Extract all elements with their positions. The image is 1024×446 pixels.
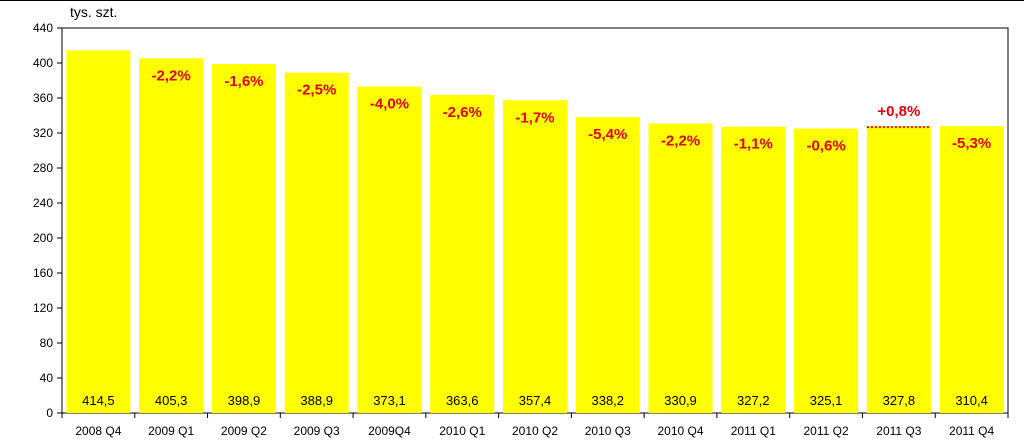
x-tick-label: 2009 Q1 — [148, 424, 194, 438]
bar-change-label: -2,6% — [443, 104, 482, 121]
bar-value-label: 338,2 — [591, 393, 624, 408]
y-tick-label: 200 — [33, 231, 53, 245]
x-tick-label: 2011 Q1 — [731, 424, 776, 438]
y-tick-label: 120 — [33, 301, 53, 315]
bar-value-label: 325,1 — [810, 393, 843, 408]
bar — [284, 72, 349, 414]
x-tick-label: 2009Q4 — [368, 424, 411, 438]
bar-value-label: 357,4 — [519, 393, 552, 408]
y-tick-label: 280 — [33, 161, 53, 175]
bar — [66, 50, 131, 413]
bar-change-label: -5,4% — [588, 126, 627, 143]
y-tick-label: 320 — [33, 126, 53, 140]
bar-value-label: 398,9 — [228, 393, 261, 408]
bar-value-label: 327,8 — [883, 393, 916, 408]
y-axis-unit-label: tys. szt. — [70, 4, 117, 20]
bar — [939, 126, 1004, 414]
bar-change-label: -1,6% — [224, 73, 263, 90]
y-tick-label: 160 — [33, 266, 53, 280]
bar-change-label: -0,6% — [806, 138, 845, 155]
x-tick-label: 2010 Q3 — [585, 424, 631, 438]
x-tick-label: 2011 Q3 — [876, 424, 921, 438]
x-tick-label: 2009 Q2 — [221, 424, 267, 438]
bar-value-label: 405,3 — [155, 393, 188, 408]
bar — [211, 63, 276, 414]
x-tick-label: 2011 Q4 — [949, 424, 994, 438]
bar-change-label: -5,3% — [952, 135, 991, 152]
bars: 414,5 405,3 -2,2% 398,9 -1,6% 388,9 -2,5% 373,1… — [66, 50, 1004, 414]
y-tick-label: 0 — [46, 406, 53, 420]
x-tick-label: 2010 Q4 — [658, 424, 704, 438]
bar-value-label: 327,2 — [737, 393, 770, 408]
bar — [794, 128, 859, 413]
bar — [866, 126, 931, 414]
bar — [648, 123, 713, 414]
x-tick-label: 2010 Q2 — [512, 424, 558, 438]
y-tick-label: 440 — [33, 21, 53, 35]
bar — [575, 117, 640, 413]
x-tick-label: 2008 Q4 — [75, 424, 121, 438]
y-tick-label: 400 — [33, 56, 53, 70]
bar — [430, 94, 495, 413]
bar-value-label: 363,6 — [446, 393, 479, 408]
bar-change-label: -2,2% — [152, 67, 191, 84]
bar-value-label: 310,4 — [955, 393, 988, 408]
bar-change-label: -4,0% — [370, 96, 409, 113]
bar — [357, 86, 422, 413]
bar-value-label: 414,5 — [82, 393, 115, 408]
x-tick-label: 2011 Q2 — [803, 424, 848, 438]
bar-change-label: -2,2% — [661, 132, 700, 149]
bar-change-label: -1,1% — [734, 136, 773, 153]
y-tick-label: 240 — [33, 196, 53, 210]
bar-value-label: 373,1 — [373, 393, 406, 408]
bar-change-label: -2,5% — [297, 82, 336, 99]
x-tick-label: 2009 Q3 — [294, 424, 340, 438]
x-axis-labels: 2008 Q4 2009 Q1 2009 Q2 2009 Q3 2009Q4 2010 Q… — [61, 413, 1009, 438]
bar — [139, 58, 204, 414]
bar-value-label: 330,9 — [664, 393, 697, 408]
bar-change-label: -1,7% — [515, 109, 554, 126]
y-tick-label: 360 — [33, 91, 53, 105]
bar — [503, 100, 567, 414]
bar-change-label: +0,8% — [877, 103, 920, 120]
x-tick-label: 2010 Q1 — [439, 424, 485, 438]
bar-value-label: 388,9 — [300, 393, 333, 408]
y-axis-ticks: 0 40 80 120 160 200 240 280 320 360 400 440 — [33, 21, 62, 420]
bar — [721, 126, 786, 413]
y-tick-label: 80 — [40, 336, 54, 350]
y-tick-label: 40 — [40, 371, 54, 385]
